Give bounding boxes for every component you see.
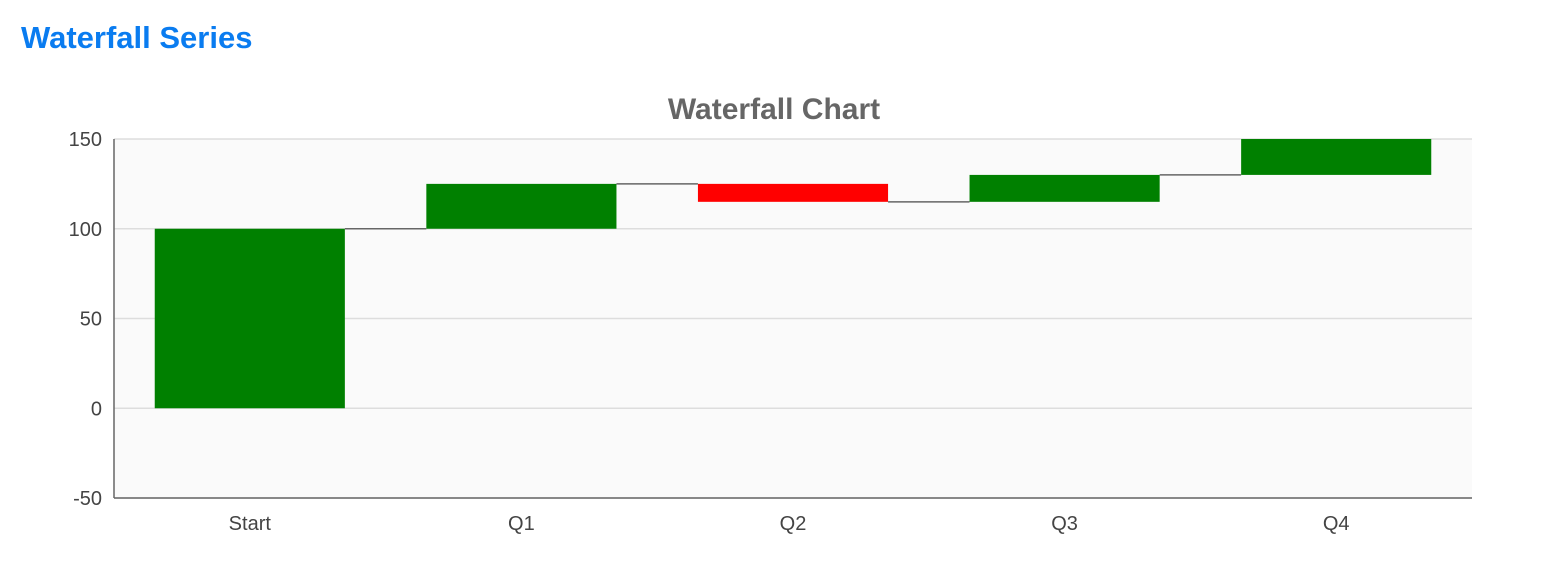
y-tick-label: 150 xyxy=(69,129,102,151)
x-tick-label: Q1 xyxy=(508,513,535,535)
x-tick-label: Start xyxy=(229,513,272,535)
y-tick-label: 100 xyxy=(69,219,102,241)
waterfall-bar xyxy=(1241,139,1432,175)
waterfall-bar xyxy=(697,183,889,202)
plot-area: -50 0 50 100 150 Start Q1 Q2 Q3 Q4 xyxy=(69,129,1472,535)
x-tick-label: Q3 xyxy=(1051,513,1078,535)
chart-title: Waterfall Chart xyxy=(668,93,880,126)
y-tick-label: 0 xyxy=(91,398,102,420)
y-tick-label: -50 xyxy=(73,488,102,510)
y-tick-label: 50 xyxy=(80,309,102,331)
page-heading: Waterfall Series xyxy=(21,20,253,55)
waterfall-bar xyxy=(969,174,1160,202)
waterfall-bar xyxy=(426,183,617,229)
waterfall-bar xyxy=(154,228,345,409)
x-tick-label: Q4 xyxy=(1323,513,1350,535)
x-tick-label: Q2 xyxy=(780,513,807,535)
